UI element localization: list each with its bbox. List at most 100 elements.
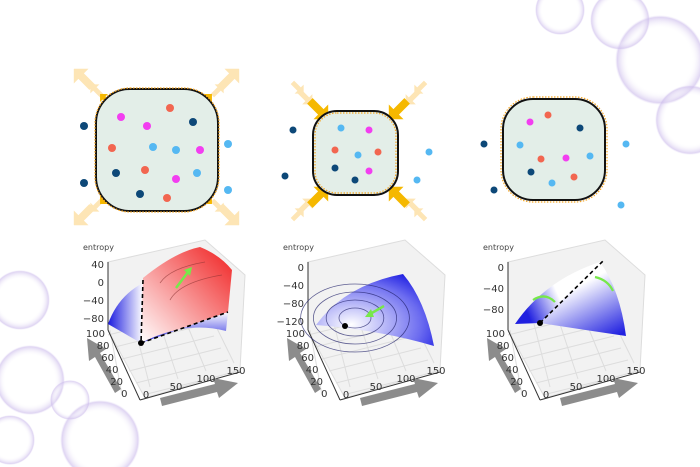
y-tick-label: 80 <box>497 341 510 352</box>
contour-lines <box>159 261 223 301</box>
z-tick-label: 0 <box>498 263 504 274</box>
gradient-arrow <box>175 271 189 289</box>
particles <box>480 111 630 209</box>
equilibrium-dot <box>537 320 543 326</box>
grid-line <box>128 347 222 372</box>
x-direction-arrow <box>360 378 438 406</box>
y-tick-label: 0 <box>521 389 527 400</box>
y-tick-label: 20 <box>310 377 323 388</box>
grid-line <box>109 329 123 396</box>
y-tick-label: 20 <box>110 377 123 388</box>
x-tick-label: 150 <box>626 366 645 377</box>
x-axis <box>539 371 641 401</box>
y-direction-arrow <box>487 338 521 393</box>
x-direction-arrow <box>160 378 238 406</box>
particles <box>80 104 232 202</box>
gradient-arrowhead <box>184 267 192 276</box>
compartment-expanding <box>66 61 247 233</box>
x-direction-arrow <box>560 378 638 406</box>
y-axis <box>107 329 141 401</box>
grid-line <box>309 329 323 396</box>
x-tick-label: 0 <box>343 390 349 401</box>
y-tick-label: 100 <box>486 329 505 340</box>
y-axis <box>307 329 341 401</box>
x-tick-label: 150 <box>226 366 245 377</box>
x-tick-label: 0 <box>543 390 549 401</box>
y-direction-arrow <box>87 338 121 393</box>
x-tick-label: 100 <box>596 374 615 385</box>
grid-line <box>533 323 551 388</box>
compartment-contracting <box>281 77 433 225</box>
equilibrium-dashed-line <box>539 260 604 324</box>
contour-line <box>313 291 397 345</box>
y-tick-label: 60 <box>301 353 314 364</box>
x-tick-label: 100 <box>396 374 415 385</box>
y-tick-label: 0 <box>321 389 327 400</box>
initial-state-dot <box>138 340 144 346</box>
z-tick-label: 40 <box>91 260 104 271</box>
grid-line <box>135 359 229 384</box>
grid-line <box>333 323 351 388</box>
surface-positive <box>141 247 232 343</box>
z-tick-label: −40 <box>83 296 104 307</box>
y-tick-label: 40 <box>306 365 319 376</box>
z-axis-label: entropy <box>83 243 114 252</box>
z-axis-label: entropy <box>483 243 514 252</box>
grid-line <box>328 347 422 372</box>
grid-line <box>142 371 236 396</box>
gradient-arrow-left <box>532 295 556 303</box>
z-tick-label: 0 <box>298 263 304 274</box>
gradient-arrowhead <box>365 309 374 317</box>
grid-line <box>535 359 629 384</box>
y-tick-label: 40 <box>106 365 119 376</box>
y-tick-label: 60 <box>501 353 514 364</box>
y-tick-label: 60 <box>101 353 114 364</box>
x-axis <box>139 371 241 401</box>
z-tick-label: −80 <box>83 314 104 325</box>
x-tick-label: 100 <box>196 374 215 385</box>
z-tick-label: −40 <box>283 281 304 292</box>
z-tick-label: −80 <box>483 305 504 316</box>
grid-line <box>342 371 436 396</box>
grid-line <box>542 371 636 396</box>
gradient-arrow-right <box>594 275 615 292</box>
contour-line <box>300 283 410 353</box>
surface-left <box>515 262 600 324</box>
x-tick-label: 50 <box>570 382 583 393</box>
x-tick-label: 50 <box>370 382 383 393</box>
grid-line <box>509 329 523 396</box>
z-tick-label: −80 <box>283 299 304 310</box>
x-tick-label: 0 <box>143 390 149 401</box>
y-tick-label: 0 <box>121 389 127 400</box>
grid-line <box>335 359 429 384</box>
z-axis-label: entropy <box>283 243 314 252</box>
compartment-equilibrium <box>480 96 630 209</box>
x-axis <box>339 371 441 401</box>
x-tick-label: 150 <box>426 366 445 377</box>
contour-line <box>338 307 372 329</box>
contour-line <box>325 299 385 337</box>
z-tick-label: −120 <box>277 317 304 328</box>
y-tick-label: 80 <box>297 341 310 352</box>
y-tick-label: 100 <box>86 329 105 340</box>
equilibrium-dot <box>342 323 348 329</box>
grid-line <box>557 317 579 380</box>
surface-negative-left <box>108 283 143 343</box>
y-axis <box>507 329 541 401</box>
y-tick-label: 40 <box>506 365 519 376</box>
y-direction-arrow <box>287 338 321 393</box>
x-tick-label: 50 <box>170 382 183 393</box>
z-tick-label: −40 <box>483 284 504 295</box>
y-tick-label: 20 <box>510 377 523 388</box>
grid-line <box>528 347 622 372</box>
particles <box>281 124 433 184</box>
y-tick-label: 80 <box>97 341 110 352</box>
z-tick-label: 0 <box>98 278 104 289</box>
y-tick-label: 100 <box>286 329 305 340</box>
